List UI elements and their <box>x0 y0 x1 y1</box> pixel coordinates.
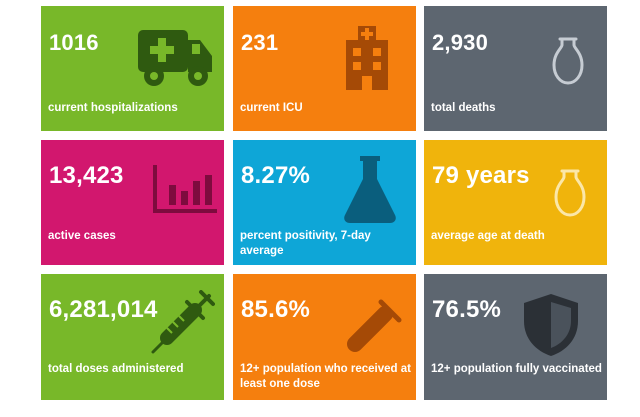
stat-value: 76.5% <box>432 296 502 323</box>
tile-percent-positivity: 8.27% percent positivity, 7-day average <box>233 140 416 265</box>
stat-label: average age at death <box>431 230 545 242</box>
tile-current-icu: 231 current ICU <box>233 6 416 131</box>
stat-value: 79 years <box>432 162 530 189</box>
ambulance-icon <box>134 26 216 90</box>
stat-value: 6,281,014 <box>49 296 158 323</box>
stat-label: active cases <box>48 230 116 242</box>
stat-label: current hospitalizations <box>48 102 178 114</box>
stat-label: total deaths <box>431 102 496 114</box>
tile-active-cases: 13,423 active cases <box>41 140 224 265</box>
stat-label: current ICU <box>240 102 303 114</box>
stat-label: total doses administered <box>48 363 184 375</box>
bar-chart-icon <box>153 165 217 215</box>
stat-value: 8.27% <box>241 162 311 189</box>
tile-fully-vaccinated: 76.5% 12+ population fully vaccinated <box>424 274 607 400</box>
tile-current-hospitalizations: 1016 current hospitalizations <box>41 6 224 131</box>
urn-icon <box>552 36 584 86</box>
stat-value: 1016 <box>49 30 99 55</box>
tile-total-deaths: 2,930 total deaths <box>424 6 607 131</box>
stat-value: 231 <box>241 30 279 55</box>
syringe-icon <box>149 290 215 356</box>
tile-received-one-dose: 85.6% 12+ population who received at lea… <box>233 274 416 400</box>
urn-icon <box>554 168 586 218</box>
tile-average-age-at-death: 79 years average age at death <box>424 140 607 265</box>
stat-label: percent positivity, 7-day average <box>240 230 371 257</box>
stat-label: 12+ population who received at least one… <box>240 363 411 390</box>
stat-value: 85.6% <box>241 296 311 323</box>
hospital-icon <box>344 24 390 90</box>
tile-total-doses: 6,281,014 total doses administered <box>41 274 224 400</box>
flask-icon <box>341 154 399 224</box>
shield-icon <box>520 292 582 358</box>
stat-value: 2,930 <box>432 30 489 55</box>
test-tube-icon <box>341 296 405 360</box>
stat-label: 12+ population fully vaccinated <box>431 363 602 375</box>
stat-value: 13,423 <box>49 162 124 189</box>
